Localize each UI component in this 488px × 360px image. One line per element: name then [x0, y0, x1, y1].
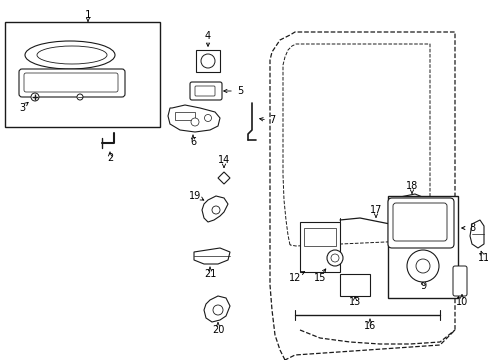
FancyBboxPatch shape [387, 198, 453, 248]
Bar [299, 222, 339, 272]
Bar [304, 228, 335, 246]
Circle shape [213, 305, 223, 315]
Bar [339, 274, 369, 296]
Circle shape [212, 206, 220, 214]
FancyBboxPatch shape [452, 266, 466, 296]
Text: 6: 6 [189, 137, 196, 147]
Text: 20: 20 [211, 325, 224, 335]
Text: 14: 14 [218, 155, 230, 165]
Bar [175, 112, 195, 120]
Text: 10: 10 [455, 297, 467, 307]
Text: 7: 7 [268, 115, 275, 125]
FancyBboxPatch shape [19, 69, 125, 97]
Bar [196, 50, 220, 72]
FancyBboxPatch shape [392, 203, 446, 241]
Text: 12: 12 [288, 273, 301, 283]
Text: 2: 2 [107, 153, 113, 163]
Text: 18: 18 [405, 181, 417, 191]
Ellipse shape [37, 46, 107, 64]
Text: 4: 4 [204, 31, 211, 41]
Circle shape [330, 254, 338, 262]
Circle shape [415, 259, 429, 273]
Text: 16: 16 [363, 321, 375, 331]
Bar [387, 196, 457, 298]
Circle shape [406, 250, 438, 282]
Text: 17: 17 [369, 205, 382, 215]
Ellipse shape [25, 41, 115, 69]
Text: 3: 3 [19, 103, 25, 113]
Circle shape [326, 250, 342, 266]
FancyBboxPatch shape [190, 82, 222, 100]
FancyBboxPatch shape [195, 86, 215, 96]
Text: 13: 13 [348, 297, 360, 307]
Text: 15: 15 [313, 273, 325, 283]
Circle shape [204, 114, 211, 122]
Text: 11: 11 [477, 253, 488, 263]
Circle shape [191, 118, 199, 126]
Text: 19: 19 [188, 191, 201, 201]
Text: 5: 5 [236, 86, 243, 96]
Circle shape [31, 93, 39, 101]
FancyBboxPatch shape [24, 73, 118, 92]
Circle shape [201, 54, 215, 68]
Bar [5, 22, 160, 127]
Text: 21: 21 [203, 269, 216, 279]
Text: 9: 9 [419, 281, 425, 291]
Text: 1: 1 [84, 10, 91, 20]
Circle shape [77, 94, 83, 100]
Text: 8: 8 [468, 223, 474, 233]
